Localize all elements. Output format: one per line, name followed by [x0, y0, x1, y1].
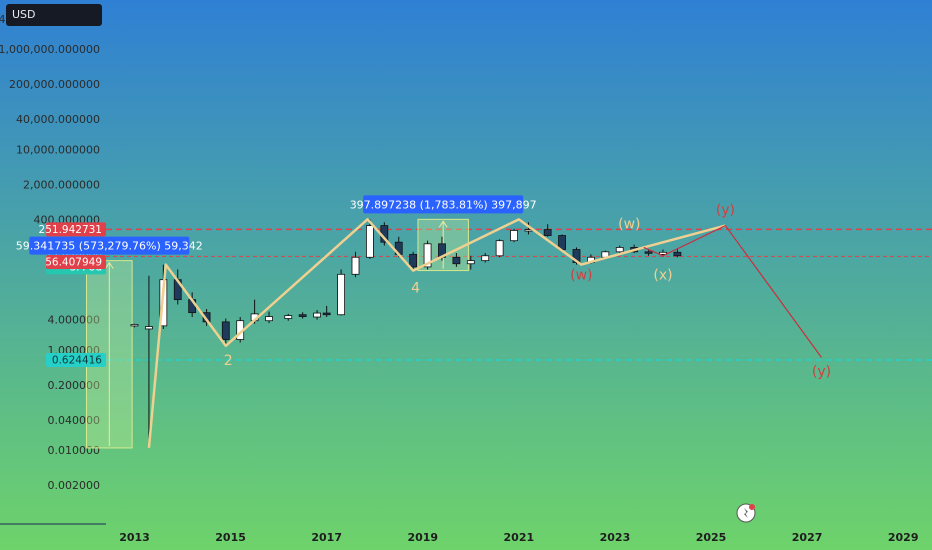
measurement-arrowhead-1 — [438, 220, 448, 228]
x-tick-label: 2029 — [888, 531, 919, 544]
candle-body — [130, 324, 139, 327]
candle-body — [322, 312, 331, 316]
measurement-callout-1: 397.897238 (1,783.81%) 397,897 — [350, 195, 537, 214]
horizontal-levels — [106, 228, 932, 361]
x-tick-label: 2019 — [407, 531, 438, 544]
candle-body — [265, 316, 273, 322]
candle-body — [673, 251, 682, 257]
x-tick-label: 2021 — [504, 531, 535, 544]
price-tag-bg — [46, 222, 106, 237]
y-tick-label: 40,000.000000 — [16, 113, 100, 126]
y-tick-label: 200,000.000000 — [9, 78, 100, 91]
candlesticks — [130, 219, 682, 448]
candle-body — [543, 229, 552, 236]
y-tick-label: 10,000.000000 — [16, 143, 100, 156]
candle-body — [659, 251, 667, 255]
elliott-wave-lines — [147, 218, 822, 449]
y-tick-label: 2,000.000000 — [23, 178, 100, 191]
candle-body — [481, 255, 490, 262]
price-tag-value: 0.624416 — [52, 355, 102, 367]
price-tags: 251.94273172.9590003M 8d56.4079490.62441… — [39, 222, 106, 368]
price-tag-value: 251.942731 — [39, 224, 102, 236]
y-tick-label: 1,000,000.000000 — [0, 43, 100, 56]
currency-selector[interactable]: USD — [6, 4, 102, 26]
wave-label: (w) — [618, 217, 640, 233]
candle-body — [298, 314, 307, 317]
wave-label: (y) — [716, 202, 735, 218]
candle-body — [452, 256, 461, 265]
wave-label: 2 — [224, 353, 233, 369]
candle-body — [313, 312, 321, 318]
wave-label: (x) — [653, 268, 672, 284]
callout-bg — [29, 236, 190, 255]
measurement-callouts: 59.341735 (573,279.76%) 59,342 397.897238… — [16, 195, 537, 255]
candle-body — [366, 225, 374, 258]
wave-label: (y) — [812, 364, 831, 380]
price-tag-value: 56.407949 — [45, 256, 102, 268]
price-tag-resistance: 251.942731 — [39, 222, 106, 237]
price-tag-support: 0.624416 — [46, 353, 106, 368]
y-tick-label: 0.002000 — [48, 479, 101, 492]
callout-text: 59.341735 (573,279.76%) 59,342 — [16, 240, 203, 253]
measurement-arrowhead-0 — [104, 261, 114, 269]
candle-body — [466, 260, 475, 265]
x-tick-label: 2015 — [215, 531, 246, 544]
currency-label: USD — [12, 8, 36, 21]
callout-bg — [363, 195, 524, 214]
wave-label: 4 — [411, 280, 420, 296]
price-tag-level: 56.407949 — [45, 254, 106, 269]
x-tick-label: 2017 — [311, 531, 342, 544]
candle-body — [221, 321, 230, 340]
candle-body — [423, 243, 432, 268]
x-tick-label: 2023 — [600, 531, 631, 544]
candle-body — [145, 326, 153, 330]
price-tag-bg — [46, 353, 106, 368]
callout-text: 397.897238 (1,783.81%) 397,897 — [350, 198, 537, 211]
candle-body — [351, 256, 360, 275]
wave-primary-line — [147, 218, 726, 449]
candle-body — [510, 230, 518, 242]
x-axis: 2013 2015 2017 2019 2021 2023 2025 2027 2029 — [119, 531, 918, 544]
candle-body — [615, 247, 624, 253]
price-tag-bg — [46, 254, 106, 269]
measurement-callout-0: 59.341735 (573,279.76%) 59,342 — [16, 236, 203, 255]
candle-body — [524, 229, 533, 232]
wave-label: (w) — [570, 268, 592, 284]
wave-projection-line — [643, 224, 822, 358]
replay-icon[interactable] — [736, 503, 756, 523]
x-tick-label: 2027 — [792, 531, 823, 544]
candle-body — [495, 240, 504, 257]
candle-body — [284, 315, 293, 319]
x-tick-label: 2025 — [696, 531, 727, 544]
candle-body — [644, 251, 653, 254]
x-tick-label: 2013 — [119, 531, 150, 544]
wave-labels: 2 4 (w) (w) (x) (y) (y) — [224, 202, 831, 379]
candle-body — [409, 253, 418, 268]
candle-body — [337, 273, 345, 316]
